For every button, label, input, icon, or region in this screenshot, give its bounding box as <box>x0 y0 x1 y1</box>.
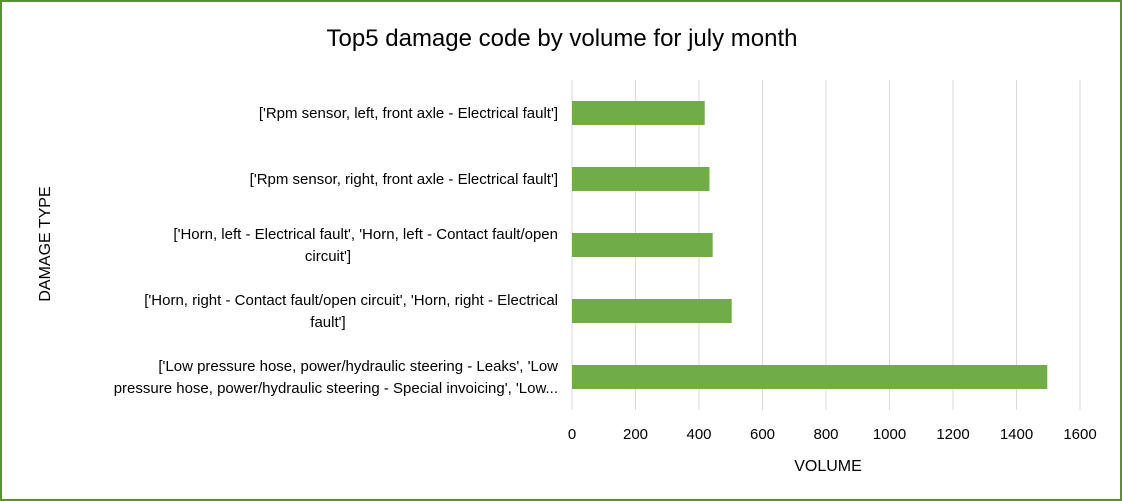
bars <box>572 101 1048 389</box>
category-label: fault'] <box>310 314 345 331</box>
category-label: ['Rpm sensor, left, front axle - Electri… <box>259 105 558 122</box>
y-axis-title: DAMAGE TYPE <box>37 186 54 301</box>
x-tick-label: 1200 <box>936 426 969 443</box>
x-tick-label: 1000 <box>873 426 906 443</box>
gridlines <box>571 80 1081 410</box>
x-tick-label: 600 <box>750 426 775 443</box>
x-tick-label: 1600 <box>1063 426 1096 443</box>
category-label: ['Horn, right - Contact fault/open circu… <box>144 292 558 309</box>
x-axis-title: VOLUME <box>794 458 862 475</box>
bar <box>572 167 710 191</box>
chart-title: Top5 damage code by volume for july mont… <box>327 25 798 52</box>
x-tick-label: 1400 <box>1000 426 1033 443</box>
category-label: ['Horn, left - Electrical fault', 'Horn,… <box>173 226 558 243</box>
category-label: ['Low pressure hose, power/hydraulic ste… <box>158 358 558 375</box>
category-label: pressure hose, power/hydraulic steering … <box>114 380 558 397</box>
category-label: circuit'] <box>305 248 351 265</box>
category-labels: ['Rpm sensor, left, front axle - Electri… <box>114 105 558 397</box>
x-tick-label: 800 <box>813 426 838 443</box>
category-label: ['Rpm sensor, right, front axle - Electr… <box>250 171 558 188</box>
bar <box>572 101 705 125</box>
x-tick-label: 0 <box>568 426 576 443</box>
x-tick-labels: 0 200 400 600 800 1000 1200 1400 1600 <box>568 426 1097 443</box>
bar <box>572 365 1048 389</box>
bar <box>572 233 713 257</box>
bar <box>572 299 732 323</box>
x-tick-label: 400 <box>686 426 711 443</box>
x-tick-label: 200 <box>623 426 648 443</box>
